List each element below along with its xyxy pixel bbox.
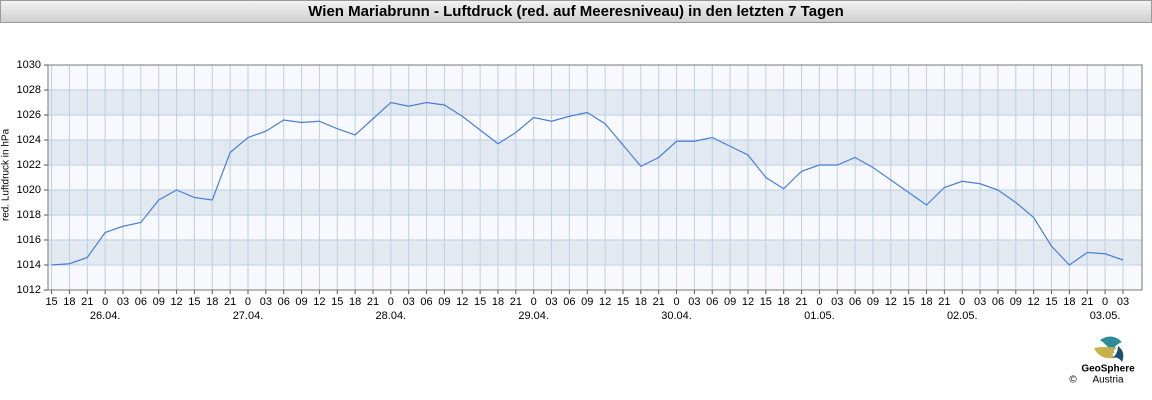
x-tick-label: 03 (831, 296, 843, 308)
y-tick-label: 1012 (17, 284, 41, 296)
x-tick-label: 06 (420, 296, 432, 308)
x-tick-label: 03 (545, 296, 557, 308)
x-tick-label: 18 (63, 296, 75, 308)
x-tick-label: 15 (45, 296, 57, 308)
x-tick-label: 21 (510, 296, 522, 308)
x-tick-label: 03 (688, 296, 700, 308)
x-tick-label: 0 (959, 296, 965, 308)
y-tick-label: 1030 (17, 59, 41, 71)
date-label: 01.05. (804, 310, 835, 322)
x-tick-label: 21 (1081, 296, 1093, 308)
y-tick-label: 1018 (17, 209, 41, 221)
x-tick-label: 18 (492, 296, 504, 308)
date-label: 29.04. (518, 310, 549, 322)
x-tick-label: 18 (778, 296, 790, 308)
x-tick-label: 21 (938, 296, 950, 308)
x-tick-label: 21 (81, 296, 93, 308)
x-tick-label: 0 (673, 296, 679, 308)
y-tick-label: 1016 (17, 234, 41, 246)
x-tick-label: 06 (992, 296, 1004, 308)
plot-border (47, 64, 1143, 291)
y-tick-label: 1022 (17, 159, 41, 171)
x-tick-label: 0 (1102, 296, 1108, 308)
x-tick-label: 12 (170, 296, 182, 308)
x-tick-label: 03 (260, 296, 272, 308)
x-tick-label: 09 (724, 296, 736, 308)
x-tick-label: 12 (742, 296, 754, 308)
data-line (51, 101, 1124, 266)
date-label: 26.04. (90, 310, 121, 322)
x-tick-label: 06 (849, 296, 861, 308)
date-label: 30.04. (661, 310, 692, 322)
y-tick-label: 1020 (17, 184, 41, 196)
x-tick-label: 18 (1063, 296, 1075, 308)
x-tick-label: 06 (563, 296, 575, 308)
x-tick-label: 09 (153, 296, 165, 308)
chart-title: Wien Mariabrunn - Luftdruck (red. auf Me… (0, 0, 1152, 23)
x-tick-label: 18 (920, 296, 932, 308)
x-tick-label: 18 (349, 296, 361, 308)
x-tick-label: 06 (706, 296, 718, 308)
x-tick-label: 0 (102, 296, 108, 308)
x-tick-label: 12 (313, 296, 325, 308)
x-tick-label: 03 (117, 296, 129, 308)
x-tick-label: 06 (135, 296, 147, 308)
x-tick-label: 06 (278, 296, 290, 308)
x-tick-label: 0 (245, 296, 251, 308)
x-tick-label: 18 (206, 296, 218, 308)
x-tick-label: 09 (867, 296, 879, 308)
y-tick-label: 1024 (17, 134, 41, 146)
date-label: 28.04. (376, 310, 407, 322)
x-tick-label: 15 (188, 296, 200, 308)
x-tick-label: 18 (635, 296, 647, 308)
date-label: 02.05. (947, 310, 978, 322)
copyright: © (1069, 375, 1077, 386)
x-tick-label: 09 (438, 296, 450, 308)
date-label: 27.04. (233, 310, 264, 322)
x-tick-label: 0 (388, 296, 394, 308)
x-tick-label: 12 (599, 296, 611, 308)
x-tick-label: 15 (474, 296, 486, 308)
x-tick-label: 12 (456, 296, 468, 308)
x-tick-label: 09 (1010, 296, 1022, 308)
logo (1094, 336, 1124, 362)
x-tick-label: 15 (760, 296, 772, 308)
x-tick-label: 21 (795, 296, 807, 308)
x-tick-label: 03 (974, 296, 986, 308)
x-tick-label: 15 (331, 296, 343, 308)
logo-name: GeoSphere (1081, 364, 1135, 375)
logo-sub: Austria (1092, 375, 1124, 386)
x-tick-label: 12 (885, 296, 897, 308)
x-tick-label: 15 (617, 296, 629, 308)
y-tick-label: 1026 (17, 109, 41, 121)
y-axis-label: red. Luftdruck in hPa (1, 128, 12, 221)
x-tick-label: 12 (1028, 296, 1040, 308)
x-tick-label: 21 (653, 296, 665, 308)
x-tick-label: 21 (224, 296, 236, 308)
x-tick-label: 03 (1117, 296, 1129, 308)
y-tick-label: 1028 (17, 84, 41, 96)
x-tick-label: 15 (1045, 296, 1057, 308)
x-tick-label: 09 (581, 296, 593, 308)
y-tick-label: 1014 (17, 259, 41, 271)
x-tick-label: 03 (403, 296, 415, 308)
x-tick-label: 15 (903, 296, 915, 308)
x-tick-label: 0 (816, 296, 822, 308)
date-label: 03.05. (1090, 310, 1121, 322)
x-tick-label: 09 (295, 296, 307, 308)
x-tick-label: 21 (367, 296, 379, 308)
x-tick-label: 0 (531, 296, 537, 308)
